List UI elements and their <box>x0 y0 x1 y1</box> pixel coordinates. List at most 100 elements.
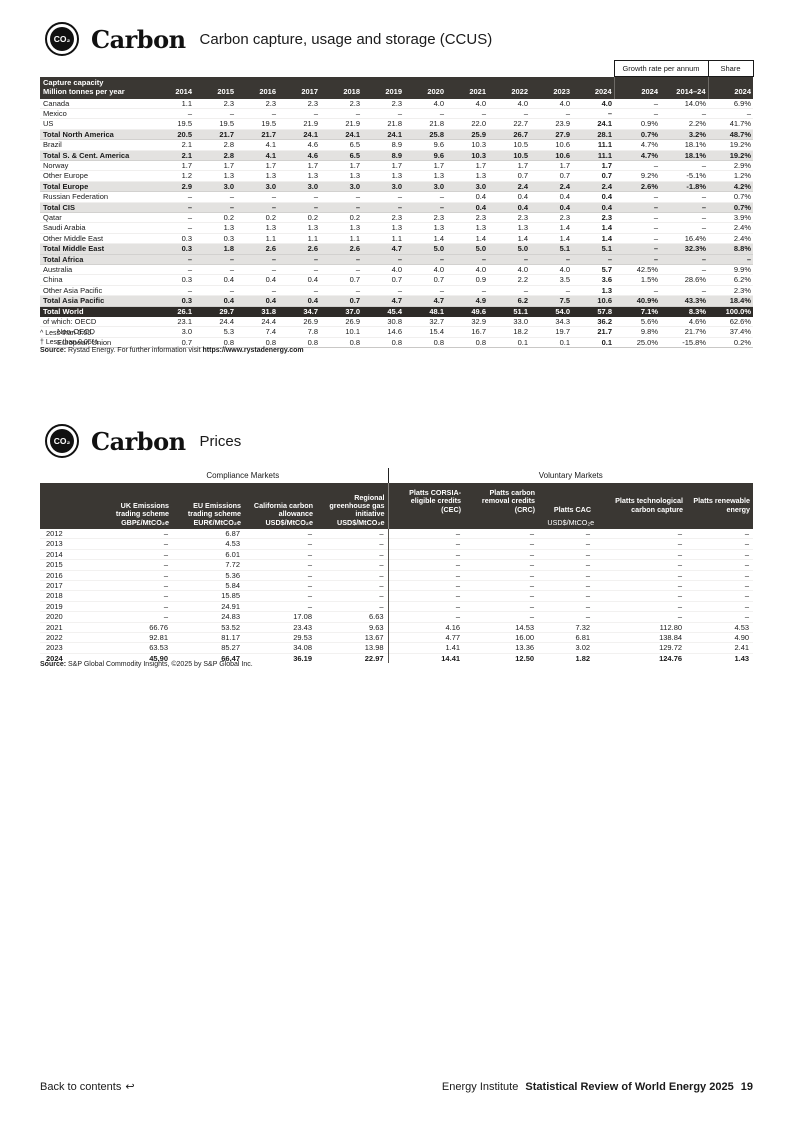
value-cell: 1.3 <box>307 223 318 233</box>
value-cell: 24.83 <box>221 612 240 622</box>
value-cell: 2.3 <box>475 212 486 222</box>
value-cell: 37.4% <box>729 327 751 337</box>
value-cell: – <box>163 580 168 590</box>
value-cell: 2.1 <box>181 140 192 150</box>
row-label: China <box>43 275 63 285</box>
value-cell: 3.0 <box>181 327 192 337</box>
value-cell: – <box>585 539 591 549</box>
value-cell: 41.7% <box>729 119 751 129</box>
value-cell: – <box>523 108 528 118</box>
value-cell: – <box>387 611 465 623</box>
value-cell: 16.00 <box>515 632 535 642</box>
value-cell: -15.8% <box>682 337 706 347</box>
value-cell: – <box>439 202 444 212</box>
row-label: Norway <box>43 160 69 170</box>
value-cell: 0.4 <box>265 275 276 285</box>
value-cell: – <box>313 254 318 264</box>
value-cell: 19.7 <box>555 327 570 337</box>
value-cell: -5.1% <box>686 171 706 181</box>
value-cell: – <box>585 528 591 538</box>
price-table-row: 2023 63.53 85.27 34.08 13.98 1.41 13.36 3.02 129… <box>40 642 754 654</box>
value-cell: 7.8 <box>307 327 318 337</box>
ccus-table-row: Other Middle East 0.3 0.3 1.1 1.1 1.1 1.1 1.4 1.… <box>40 233 753 244</box>
ccus-table-row: Saudi Arabia – 1.3 1.3 1.3 1.3 1.3 1.3 1.3 1.3 1.4… <box>40 223 753 234</box>
value-cell: – <box>187 285 192 295</box>
value-cell: 5.0 <box>517 244 528 254</box>
value-cell: 25.0% <box>636 337 658 347</box>
value-cell: 2.9% <box>733 160 751 170</box>
value-cell: – <box>481 285 486 295</box>
year-cell: 2018 <box>46 591 63 601</box>
value-cell: 13.67 <box>364 632 384 642</box>
value-cell: 8.9 <box>391 150 402 160</box>
price-table-row: 2016–5.36– – – – – – – <box>40 570 754 581</box>
value-cell: 4.1 <box>265 150 276 160</box>
ccus-table-row: Total World 26.1 29.7 31.8 34.7 37.0 45.4 48.1 4… <box>40 306 753 317</box>
value-cell: – <box>744 601 750 611</box>
value-cell: – <box>355 265 360 274</box>
value-cell: 92.81 <box>149 632 168 642</box>
footnote-less-than-pct: † Less than 0.05%. <box>40 338 100 346</box>
value-cell: – <box>397 285 402 295</box>
section-subtitle-ccus: Carbon capture, usage and storage (CCUS) <box>199 30 493 48</box>
value-cell: – <box>379 528 384 538</box>
value-cell: 1.3 <box>391 171 402 181</box>
value-cell: 1.7 <box>349 160 360 170</box>
value-cell: – <box>163 528 168 538</box>
year-cell: 2023 <box>46 643 63 653</box>
value-cell: 32.9 <box>471 317 486 327</box>
year-header: 2015 <box>194 76 236 99</box>
row-label: Total S. & Cent. America <box>43 150 130 160</box>
value-cell: 28.6% <box>684 275 706 285</box>
value-cell: 3.0 <box>349 181 360 191</box>
row-label: Other Middle East <box>43 233 104 243</box>
value-cell: 1.3 <box>391 223 402 233</box>
value-cell: 3.0 <box>265 181 276 191</box>
ccus-table-row: Norway 1.7 1.7 1.7 1.7 1.7 1.7 1.7 1.7 1.7 1.7 1.7 –… <box>40 160 753 171</box>
value-cell: – <box>379 539 384 549</box>
value-cell: – <box>187 265 192 274</box>
spacer <box>40 60 614 77</box>
back-to-contents-link[interactable]: Back to contents ↩ <box>40 1080 135 1093</box>
value-cell: 9.6 <box>433 150 444 160</box>
voluntary-markets-label: Voluntary Markets <box>387 468 754 483</box>
value-cell: 0.2 <box>307 212 318 222</box>
value-cell: 3.0 <box>223 181 234 191</box>
value-cell: – <box>439 254 444 264</box>
row-label: Australia <box>43 265 73 274</box>
source-link[interactable]: https://www.rystadenergy.com <box>202 347 304 355</box>
value-cell: 26.9 <box>345 317 360 327</box>
value-cell: 16.4% <box>684 233 706 243</box>
value-cell: – <box>701 202 706 212</box>
value-cell: 0.7 <box>559 171 570 181</box>
value-cell: – <box>677 580 683 590</box>
value-cell: 1.1 <box>391 233 402 243</box>
co2-icon: CO₂ <box>45 424 79 458</box>
value-cell: 0.7 <box>517 171 528 181</box>
value-cell: 4.0 <box>391 265 402 274</box>
value-cell: 15.4 <box>429 327 444 337</box>
value-cell: 4.0 <box>559 265 570 274</box>
share-header: Share <box>707 60 754 77</box>
value-cell: 0.7 <box>433 275 444 285</box>
value-cell: – <box>397 192 402 202</box>
value-cell: – <box>523 285 528 295</box>
value-cell: 3.9% <box>733 212 751 222</box>
value-cell: – <box>677 528 683 538</box>
value-cell: – <box>653 285 658 295</box>
price-col-header: Platts renewable energy <box>686 483 754 516</box>
row-label: Total Middle East <box>43 244 105 254</box>
value-cell: – <box>355 202 360 212</box>
source-label: Source: <box>40 347 67 355</box>
value-cell: 13.36 <box>515 643 535 653</box>
value-cell: – <box>653 108 658 118</box>
value-cell: 0.8 <box>433 337 444 347</box>
value-cell: 1.3 <box>265 223 276 233</box>
value-cell: 4.7 <box>391 296 402 306</box>
value-cell: – <box>387 580 465 591</box>
value-cell: – <box>379 591 384 601</box>
price-col-header: Platts CAC <box>538 483 595 516</box>
value-cell: 6.81 <box>575 632 591 642</box>
value-cell: 1.8 <box>223 244 234 254</box>
footer-publication-info: Energy Institute Statistical Review of W… <box>438 1081 753 1093</box>
